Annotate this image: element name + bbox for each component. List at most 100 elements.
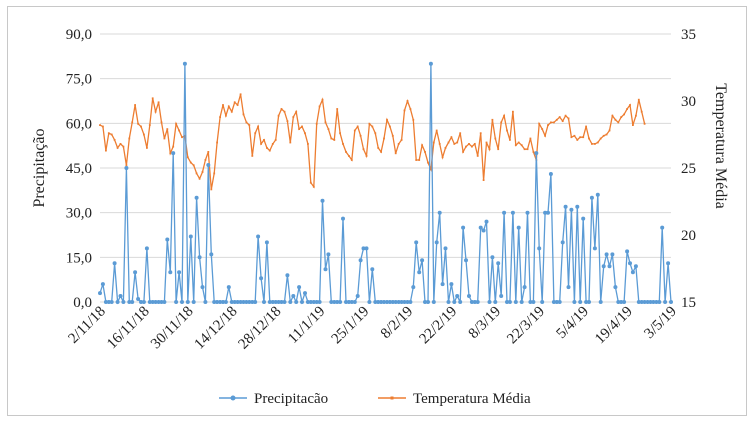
temperature-point	[157, 101, 160, 104]
precipitation-point	[484, 219, 489, 224]
temperature-point	[268, 149, 271, 152]
temperature-point	[614, 118, 617, 121]
temperature-point	[591, 143, 593, 145]
y-right-tick-label: 25	[681, 161, 696, 177]
temperature-point	[596, 141, 599, 144]
temperature-point	[406, 100, 409, 102]
precipitation-point	[546, 210, 550, 215]
precipitation-point	[654, 300, 659, 304]
precipitation-point	[171, 151, 176, 156]
temperature-point	[599, 137, 602, 140]
temperature-point	[626, 108, 628, 110]
temperature-point	[471, 145, 473, 148]
temperature-point	[301, 125, 303, 128]
temperature-point	[330, 137, 333, 140]
x-tick-label: 3/5/19	[641, 304, 679, 342]
temperature-point	[365, 155, 368, 157]
precipitation-point	[150, 300, 155, 304]
precipitation-point	[364, 246, 369, 251]
temperature-point	[102, 125, 104, 128]
temperature-point	[608, 129, 611, 132]
y-left-tick-label: 0,0	[73, 295, 92, 311]
temperature-point	[219, 116, 221, 118]
temperature-point	[283, 110, 286, 113]
precipitation-point	[159, 300, 164, 304]
temperature-point	[594, 143, 596, 145]
precipitation-point	[543, 210, 548, 215]
precipitation-point	[475, 300, 480, 304]
precipitation-point	[428, 61, 433, 66]
temperature-point	[213, 172, 216, 175]
temperature-point	[163, 137, 166, 140]
temperature-point	[348, 155, 350, 157]
temperature-point	[441, 156, 444, 159]
temperature-point	[611, 114, 614, 117]
precipitation-point	[226, 285, 231, 290]
temperature-point	[309, 181, 312, 184]
precipitation-point	[645, 300, 650, 304]
precipitation-point	[551, 300, 556, 304]
precipitation-point	[185, 300, 190, 304]
precipitation-point	[191, 300, 196, 304]
precipitation-point	[206, 163, 211, 167]
precipitation-point	[291, 294, 296, 298]
precipitation-point	[385, 300, 389, 304]
legend-temp-label: Temperatura Média	[413, 391, 531, 407]
precipitation-point	[592, 246, 597, 251]
precipitation-point	[405, 300, 410, 304]
precipitation-point	[276, 300, 281, 304]
y-right-tick-label: 20	[681, 228, 696, 244]
x-tick-label: 19/4/19	[592, 304, 636, 348]
precipitation-point	[387, 300, 392, 304]
temperature-point	[260, 143, 262, 145]
precipitation-point	[162, 300, 167, 304]
precipitation-point	[270, 300, 275, 304]
precipitation-point	[209, 252, 214, 257]
precipitation-point	[584, 300, 589, 304]
precipitation-point	[589, 195, 594, 200]
x-tick-label: 22/3/19	[504, 304, 548, 348]
precipitation-point	[487, 300, 492, 304]
precipitation-point	[499, 294, 504, 298]
temperature-point	[567, 117, 570, 120]
temperature-point	[512, 110, 514, 113]
precipitation-point	[247, 300, 252, 304]
precipitation-point	[264, 240, 269, 245]
temperature-point	[564, 114, 567, 117]
precipitation-point	[408, 300, 413, 304]
y-left-tick-label: 15,0	[66, 250, 92, 266]
precipitation-point	[174, 300, 179, 304]
precipitation-point	[335, 300, 340, 304]
precipitation-point	[285, 273, 290, 278]
y-left-tick-label: 90,0	[66, 27, 92, 43]
precipitation-point	[613, 285, 618, 290]
temperature-point	[573, 134, 576, 137]
temperature-point	[435, 129, 438, 132]
precipitation-point	[320, 198, 325, 203]
temperature-point	[315, 122, 318, 125]
temperature-point	[462, 151, 464, 153]
temperature-point	[362, 148, 365, 151]
y-right-axis-title: Temperatura Média	[712, 83, 729, 208]
precipitation-point	[578, 300, 583, 304]
precipitation-point	[601, 264, 606, 269]
temperature-point	[248, 124, 251, 126]
precipitation-point	[569, 207, 574, 212]
precipitation-point	[440, 282, 445, 287]
precipitation-point	[636, 300, 641, 304]
temperature-point	[195, 172, 198, 175]
temperature-point	[222, 104, 224, 106]
temperature-point	[113, 139, 116, 141]
temperature-point	[140, 125, 142, 128]
precipitation-point	[370, 267, 375, 272]
temperature-point	[585, 125, 587, 128]
precipitation-point	[118, 294, 123, 298]
temperature-point	[450, 136, 453, 139]
temperature-point	[154, 110, 157, 113]
precipitation-point	[493, 300, 498, 304]
temperature-point	[582, 136, 585, 139]
temperature-point	[116, 147, 119, 149]
precipitation-point	[256, 234, 261, 239]
precipitation-point	[490, 255, 495, 260]
